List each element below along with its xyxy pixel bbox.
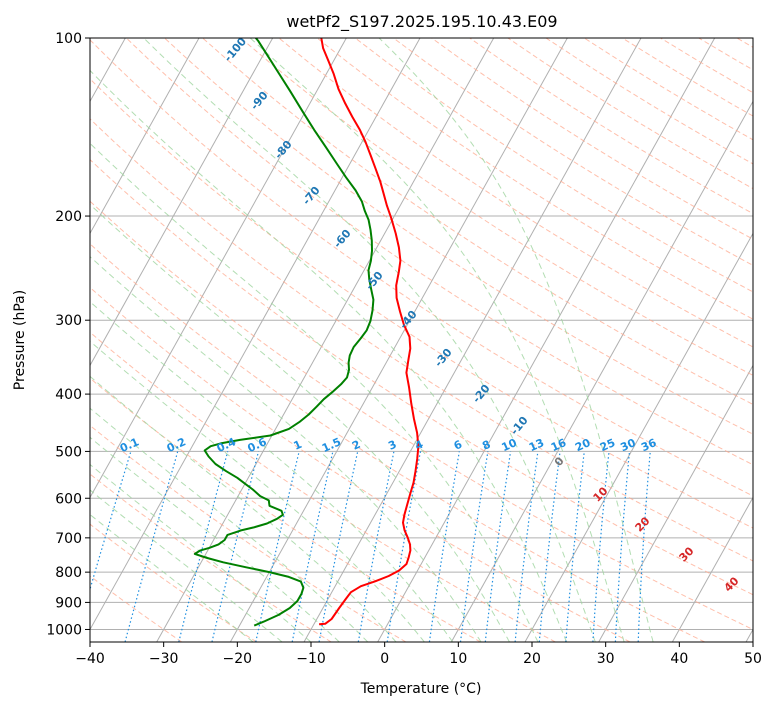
dry-adiabat-line (661, 38, 775, 642)
x-tick-label: −10 (296, 651, 326, 667)
plot-area (0, 38, 775, 642)
x-tick-label: 20 (523, 651, 541, 667)
dry-adiabat-line (241, 38, 775, 642)
dry-adiabat-label: -90 (248, 89, 271, 113)
dry-adiabat-line (0, 38, 630, 642)
x-tick-label: 0 (380, 651, 389, 667)
y-tick-label: 1000 (46, 622, 82, 638)
dry-adiabat-line (355, 38, 775, 642)
mixing-ratio-label: 0.1 (118, 435, 141, 455)
isotherm-line (304, 38, 641, 642)
dry-adiabat-line (0, 38, 775, 642)
x-tick-label: −20 (223, 651, 253, 667)
mixing-ratio-label: 6 (452, 438, 465, 453)
y-tick-label: 800 (55, 565, 82, 581)
dry-adiabat-line (622, 38, 775, 642)
isotherm-line (378, 38, 715, 642)
x-tick-label: 30 (597, 651, 615, 667)
isotherm-label: 10 (591, 484, 611, 504)
isotherm-line (230, 38, 567, 642)
dry-adiabat-label: -100 (221, 35, 249, 65)
dry-adiabat-line (737, 38, 775, 642)
mixing-ratio-line (638, 451, 650, 642)
y-axis-label: Pressure (hPa) (12, 290, 28, 390)
mixing-ratio-label: 0.4 (215, 435, 238, 455)
mixing-ratio-line (179, 451, 228, 642)
dry-adiabat-line (0, 38, 481, 642)
moist-adiabat-line (0, 115, 424, 642)
y-tick-label: 200 (55, 209, 82, 225)
mixing-ratio-line (566, 451, 585, 642)
dry-adiabat-label: -20 (470, 382, 493, 406)
isotherm-line (9, 38, 346, 642)
dry-adiabat-line (0, 38, 406, 642)
dry-adiabat-label: -70 (300, 184, 323, 208)
x-tick-label: 40 (670, 651, 688, 667)
y-tick-label: 600 (55, 491, 82, 507)
mixing-ratio-line (461, 451, 488, 642)
mixing-ratio-label: 3 (386, 438, 398, 453)
x-axis-label: Temperature (°C) (360, 681, 482, 697)
chart-title: wetPf2_S197.2025.195.10.43.E09 (286, 12, 557, 32)
x-tick-label: 50 (744, 651, 762, 667)
dry-adiabat-line (508, 38, 775, 642)
isotherm-line (451, 38, 775, 642)
isotherm-label: 20 (633, 514, 653, 534)
mixing-ratio-label: 1.5 (320, 435, 343, 455)
dry-adiabat-label: -10 (508, 414, 531, 438)
dry-adiabat-line (0, 38, 331, 642)
dry-adiabat-label: -50 (363, 269, 386, 293)
y-tick-label: 400 (55, 387, 82, 403)
y-tick-label: 700 (55, 531, 82, 547)
dry-adiabat-line (699, 38, 775, 642)
dry-adiabat-line (279, 38, 775, 642)
mixing-ratio-line (125, 451, 178, 642)
dry-adiabat-line (126, 38, 775, 642)
dry-adiabat-line (12, 38, 775, 642)
y-tick-label: 100 (55, 31, 82, 47)
dry-adiabat-line (0, 38, 257, 642)
dry-adiabat-line (88, 38, 775, 642)
x-tick-label: −30 (149, 651, 179, 667)
dry-adiabat-line (393, 38, 775, 642)
moist-adiabat-line (0, 229, 253, 642)
mixing-ratio-line (593, 451, 609, 642)
mixing-ratio-line (292, 451, 333, 642)
moist-adiabat-line (0, 85, 453, 642)
mixing-ratio-line (429, 451, 459, 642)
isotherm-label: 40 (722, 574, 742, 594)
y-tick-label: 500 (55, 444, 82, 460)
y-tick-label: 300 (55, 313, 82, 329)
dry-adiabat-label: -30 (432, 346, 455, 370)
dry-adiabat-line (470, 38, 775, 642)
mixing-ratio-line (387, 451, 420, 642)
plot-frame (90, 38, 753, 642)
isotherm-line (0, 38, 273, 642)
mixing-ratio-line (515, 451, 538, 642)
dry-adiabat-line (0, 38, 775, 642)
x-tick-label: 10 (449, 651, 467, 667)
mixing-ratio-line (212, 451, 259, 642)
mixing-ratio-line (615, 451, 629, 642)
mixing-ratio-line (485, 451, 510, 642)
isotherm-line (746, 38, 775, 642)
dry-adiabat-line (432, 38, 775, 642)
x-tick-label: −40 (75, 651, 105, 667)
mixing-ratio-line (539, 451, 560, 642)
y-tick-label: 900 (55, 595, 82, 611)
mixing-ratio-line (75, 451, 131, 642)
isotherm-label: 30 (677, 544, 697, 564)
isotherm-line (157, 38, 494, 642)
moist-adiabat-line (0, 38, 510, 642)
